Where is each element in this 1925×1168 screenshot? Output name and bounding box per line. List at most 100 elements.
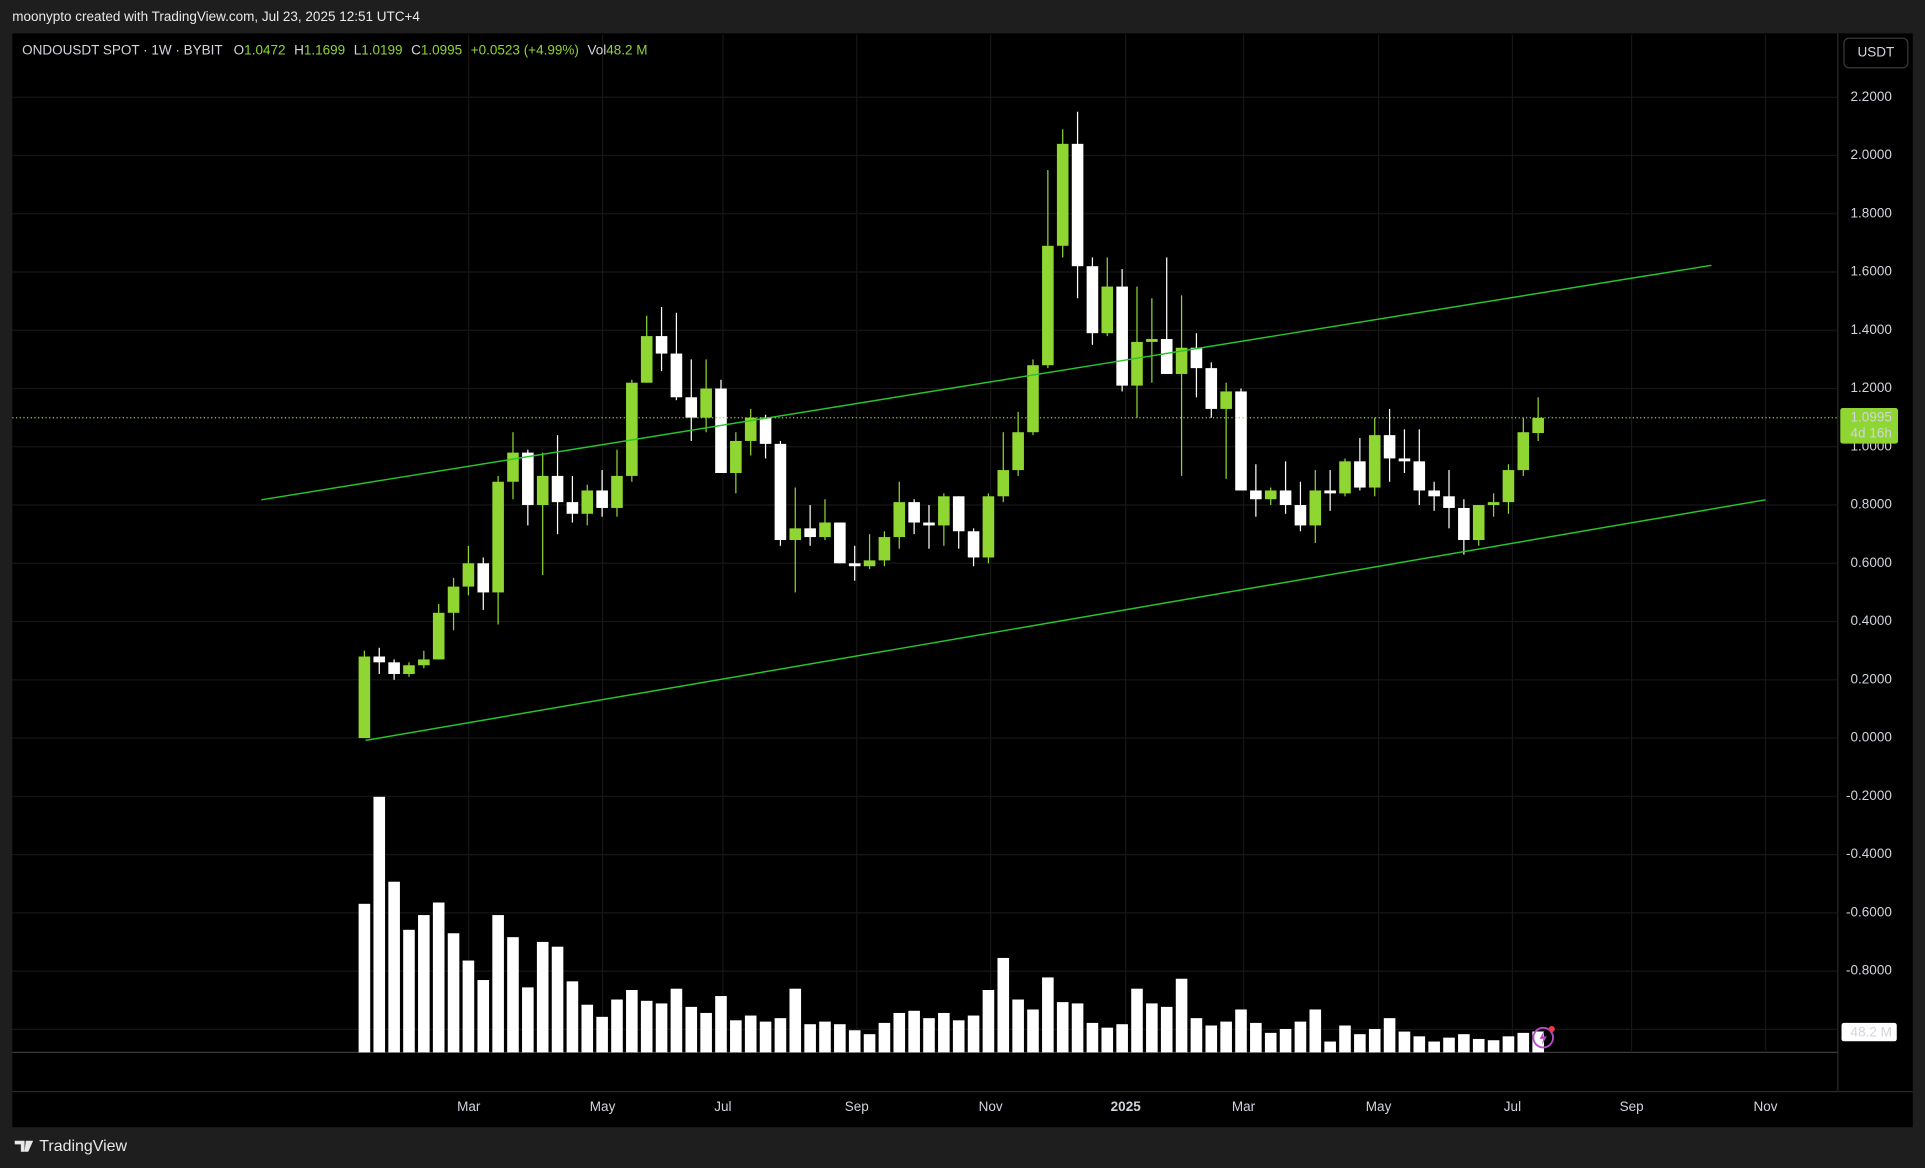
- candle-body: [522, 452, 534, 506]
- legend-key: Vol: [587, 42, 606, 57]
- candle-body: [863, 560, 876, 567]
- volume-bar: [774, 1018, 787, 1053]
- candle-body: [982, 496, 995, 558]
- candle-body: [938, 496, 950, 526]
- y-tick-label: 0.6000: [1851, 555, 1892, 570]
- legend-key: L: [354, 42, 362, 57]
- last-price-box: [1840, 407, 1898, 444]
- volume-bar: [700, 1012, 712, 1053]
- candle-body: [1413, 461, 1426, 491]
- candle-body: [967, 531, 980, 558]
- legend-symbol: ONDOUSDT SPOT · 1W · BYBIT: [22, 42, 223, 57]
- candle-body: [848, 563, 861, 567]
- currency[interactable]: USDT: [1858, 45, 1895, 60]
- candle-body: [1175, 347, 1188, 374]
- alert-icon[interactable]: [1532, 1025, 1555, 1049]
- candle-body: [1368, 435, 1381, 488]
- legend-value: 1.1699: [304, 42, 345, 57]
- candle-body: [1339, 461, 1351, 494]
- volume-bar: [1487, 1040, 1500, 1053]
- volume-bar: [611, 999, 623, 1053]
- volume-bar: [967, 1015, 980, 1053]
- alert-dot[interactable]: [1548, 1025, 1555, 1033]
- volume-bar: [863, 1034, 876, 1053]
- candle-body: [1502, 470, 1515, 503]
- x-tick-label: Mar: [1232, 1099, 1256, 1114]
- candle-body: [1443, 496, 1455, 508]
- legend-change: +0.0523 (+4.99%): [471, 42, 579, 57]
- candle-body: [1324, 490, 1336, 494]
- candle-body: [1458, 507, 1470, 540]
- candle-body: [923, 522, 935, 526]
- y-tick-label: -0.2000: [1846, 788, 1892, 803]
- y-tick-label: 0.0000: [1851, 730, 1892, 745]
- candle-body: [1012, 432, 1024, 471]
- candle-body: [952, 496, 965, 532]
- volume-bar: [507, 937, 519, 1053]
- candle-body: [507, 452, 519, 482]
- footer-logo: [14, 1140, 34, 1152]
- volume-bar: [923, 1018, 935, 1053]
- alert-ring[interactable]: [1532, 1026, 1554, 1049]
- volume-bar: [685, 1006, 698, 1053]
- candle-body: [759, 417, 772, 444]
- candle-body: [834, 522, 846, 564]
- volume-bar: [432, 902, 445, 1053]
- volume-bar: [640, 1000, 653, 1053]
- volume-bar: [1131, 988, 1143, 1053]
- x-tick-label: Jul: [714, 1099, 731, 1114]
- candle-body: [1116, 286, 1128, 386]
- volume-bar: [596, 1016, 608, 1053]
- volume-bar: [744, 1015, 757, 1053]
- candle-body: [878, 537, 891, 561]
- volume-bar: [403, 929, 415, 1053]
- volume-bar: [1532, 1031, 1544, 1053]
- volume-bar: [848, 1030, 861, 1053]
- candle-body: [744, 417, 757, 441]
- volume-label-box: [1841, 1022, 1897, 1042]
- volume-bar: [1175, 978, 1188, 1053]
- candle-body: [1517, 432, 1530, 471]
- volume-bar: [1205, 1025, 1218, 1053]
- candle-body: [403, 665, 415, 674]
- y-tick-label: 2.0000: [1851, 147, 1892, 162]
- candle-body: [536, 475, 549, 506]
- alert-bolt[interactable]: [1539, 1030, 1547, 1045]
- volume-bar: [759, 1021, 772, 1053]
- candle-body: [700, 388, 712, 418]
- volume-bar: [1012, 999, 1024, 1053]
- candle-body: [655, 336, 668, 354]
- candle-body: [1220, 391, 1232, 409]
- candle-body: [715, 388, 727, 473]
- candle-body: [1428, 490, 1440, 497]
- volume-bar: [997, 957, 1010, 1053]
- volume-bar: [388, 881, 400, 1053]
- volume-bar: [1354, 1034, 1366, 1053]
- volume-bar: [893, 1012, 906, 1053]
- y-tick-label: 0.4000: [1851, 613, 1892, 628]
- y-tick-label: -0.4000: [1846, 846, 1892, 861]
- volume-bar: [655, 1003, 668, 1053]
- x-tick-label: May: [590, 1099, 616, 1114]
- volume-bar: [1250, 1022, 1262, 1053]
- candle-body: [1250, 490, 1262, 500]
- candle-body: [1086, 266, 1099, 334]
- volume-bar: [1324, 1041, 1336, 1053]
- marks: [12, 111, 1838, 1053]
- axes: 2.20002.00001.80001.60001.40001.20001.00…: [457, 89, 1898, 1114]
- volume-bar: [566, 981, 579, 1053]
- x-tick-label: Mar: [457, 1099, 481, 1114]
- currency-button[interactable]: [1843, 37, 1909, 69]
- candle-body: [1487, 502, 1500, 506]
- y-tick-label: 1.8000: [1851, 205, 1892, 220]
- volume-bar: [1517, 1032, 1530, 1053]
- x-tick-label: Jul: [1504, 1099, 1521, 1114]
- volume-bar: [938, 1012, 950, 1053]
- y-tick-label: 2.2000: [1851, 89, 1892, 104]
- volume-bar: [1235, 1009, 1247, 1053]
- candle-body: [1056, 143, 1069, 246]
- candle-body: [1398, 458, 1411, 462]
- volume-bar: [834, 1024, 846, 1053]
